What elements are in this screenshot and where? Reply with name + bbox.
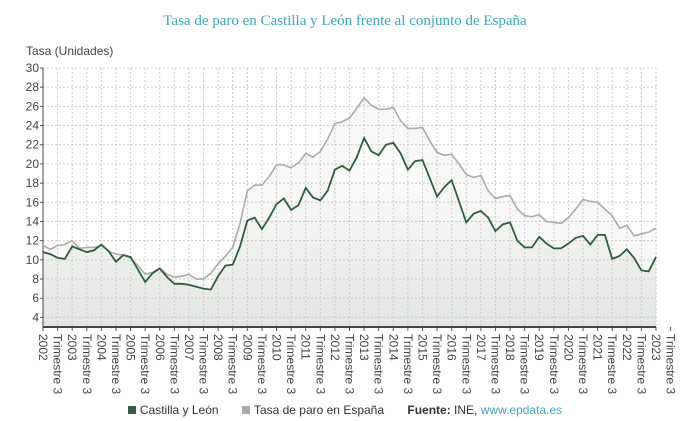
y-tick-label: 4 <box>32 310 39 324</box>
x-tick-label: Trimestre 3 <box>255 334 269 395</box>
x-tick-label: Trimestre 3 <box>430 334 444 395</box>
x-tick-label: 2017 <box>474 334 488 361</box>
y-tick-label: 12 <box>26 234 40 248</box>
x-tick-label: 2019 <box>532 334 546 361</box>
x-tick-label: Trimestre 3 <box>576 334 590 395</box>
source-link[interactable]: www.epdata.es <box>480 403 563 417</box>
x-tick-label: Trimestre 3 <box>343 334 357 395</box>
y-tick-label: 30 <box>26 61 40 75</box>
x-tick-label: 2003 <box>65 334 79 361</box>
x-tick-label: Trimestre 3 <box>634 334 648 395</box>
x-tick-label: 2013 <box>357 334 371 361</box>
y-tick-label: 8 <box>32 272 39 286</box>
x-tick-label: Trimestre 3 <box>226 334 240 395</box>
x-tick-label: 2006 <box>153 334 167 361</box>
y-tick-label: 18 <box>26 176 40 190</box>
y-tick-label: 24 <box>26 119 40 133</box>
x-tick-label: Trimestre 3 <box>138 334 152 395</box>
x-tick-label: Trimestre 3 <box>313 334 327 395</box>
x-tick-label: 2020 <box>561 334 575 361</box>
x-tick-label: Trimestre 3 <box>547 334 561 395</box>
x-tick-label: 2004 <box>94 334 108 361</box>
x-tick-label: Trimestre 3 <box>459 334 473 395</box>
x-tick-label: 2008 <box>211 334 225 361</box>
x-tick-label: Trimestre 3 <box>197 334 211 395</box>
legend-swatch <box>241 406 250 414</box>
x-tick-label: Trimestre 3 <box>605 334 619 395</box>
x-tick-label: Trimestre 3 <box>51 334 65 395</box>
y-tick-label: 22 <box>26 138 40 152</box>
y-tick-label: 16 <box>26 195 40 209</box>
y-tick-label: 10 <box>26 253 40 267</box>
legend-label: Castilla y León <box>139 403 219 417</box>
y-tick-label: 14 <box>26 214 40 228</box>
x-tick-label: 2018 <box>503 334 517 361</box>
x-tick-label: Trimestre 3 <box>664 334 678 395</box>
source-text: INE, <box>450 403 481 417</box>
legend: Castilla y León Tasa de paro en España F… <box>0 403 690 417</box>
x-tick-label: 2012 <box>328 334 342 361</box>
x-tick-label: 2002 <box>36 334 50 361</box>
series-line-castilla <box>42 135 657 291</box>
y-tick-label: 20 <box>26 157 40 171</box>
y-tick-label: 28 <box>26 80 40 94</box>
legend-label: Tasa de paro en España <box>253 403 385 417</box>
x-tick-label: Trimestre 3 <box>80 334 94 395</box>
x-tick-label: Trimestre 3 <box>109 334 123 395</box>
x-tick-label: 2021 <box>591 334 605 361</box>
chart-title: Tasa de paro en Castilla y León frente a… <box>163 13 527 29</box>
y-tick-label: 6 <box>32 291 39 305</box>
x-tick-label: Trimestre 3 <box>284 334 298 395</box>
x-tick-label: 2016 <box>445 334 459 361</box>
legend-swatch <box>127 406 136 414</box>
x-tick-label: Trimestre 3 <box>372 334 386 395</box>
x-tick-label: Trimestre 3 <box>167 334 181 395</box>
x-tick-label: Trimestre 3 <box>401 334 415 395</box>
x-tick-label: 2011 <box>299 334 313 360</box>
y-tick-label: 26 <box>26 99 40 113</box>
x-tick-label: 2022 <box>620 334 634 361</box>
y-axis-label: Tasa (Unidades) <box>26 44 114 58</box>
x-tick-label: 2005 <box>124 334 138 361</box>
x-tick-label: 2015 <box>415 334 429 361</box>
source: Fuente: INE, www.epdata.es <box>407 403 562 417</box>
x-tick-label: 2014 <box>386 334 400 361</box>
legend-item-espana[interactable]: Tasa de paro en España <box>241 403 385 417</box>
series-line-espana <box>42 96 657 280</box>
x-tick-label: 2010 <box>270 334 284 361</box>
x-tick-label: Trimestre 3 <box>488 334 502 395</box>
x-tick-label: 2023 <box>649 334 663 361</box>
source-label: Fuente: <box>407 403 451 417</box>
x-tick-label: 2007 <box>182 334 196 361</box>
x-tick-label: Trimestre 3 <box>518 334 532 395</box>
x-tick-label: 2009 <box>240 334 254 361</box>
legend-item-castilla[interactable]: Castilla y León <box>127 403 219 417</box>
